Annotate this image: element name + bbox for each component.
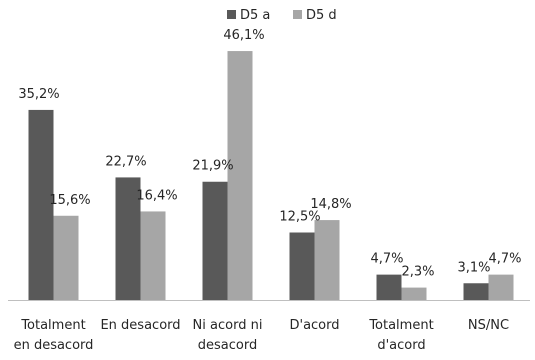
data-label: 3,1% (457, 260, 490, 275)
x-axis-tick-labels: Totalment en desacord En desacord Ni acord … (14, 318, 510, 353)
bar-d5-d-5 (488, 274, 514, 300)
x-tick-label: Totalment (368, 318, 433, 333)
legend-label: D5 a (240, 8, 270, 23)
bars (28, 51, 514, 301)
x-tick-label: En desacord (100, 318, 180, 333)
x-tick-label: D'acord (289, 318, 339, 333)
bar-d5-a-4 (376, 274, 402, 300)
data-label: 15,6% (49, 193, 90, 208)
bar-d5-d-3 (314, 220, 340, 300)
bar-d5-a-2 (202, 181, 228, 300)
data-label: 21,9% (192, 159, 233, 174)
bar-d5-a-5 (463, 283, 489, 300)
x-tick-label: desacord (198, 338, 257, 353)
bar-d5-d-1 (140, 211, 166, 300)
bar-d5-a-3 (289, 232, 315, 300)
bar-d5-d-2 (227, 51, 253, 301)
bar-d5-d-0 (53, 215, 79, 300)
legend-swatch (227, 10, 236, 19)
x-tick-label: Totalment (20, 318, 85, 333)
x-tick-label: en desacord (14, 338, 94, 353)
data-label: 4,7% (488, 252, 521, 267)
data-label: 12,5% (279, 210, 320, 225)
x-tick-label: NS/NC (468, 318, 509, 333)
data-label: 22,7% (105, 154, 146, 169)
data-label: 4,7% (370, 252, 403, 267)
data-label: 46,1% (223, 28, 264, 43)
x-tick-label: d'acord (377, 338, 425, 353)
legend-label: D5 d (306, 8, 337, 23)
bar-d5-a-0 (28, 109, 54, 300)
data-label: 2,3% (401, 265, 434, 280)
data-labels: 35,2% 15,6% 22,7% 16,4% 21,9% 46,1% 12,5%14,8%… (18, 28, 521, 280)
bar-d5-a-1 (115, 177, 141, 300)
data-label: 35,2% (18, 87, 59, 102)
data-label: 16,4% (136, 188, 177, 203)
data-label: 14,8% (310, 197, 351, 212)
legend-swatch (293, 10, 302, 19)
bar-d5-d-4 (401, 287, 427, 300)
x-tick-label: Ni acord ni (193, 318, 263, 333)
legend: D5 a D5 d (227, 8, 337, 23)
